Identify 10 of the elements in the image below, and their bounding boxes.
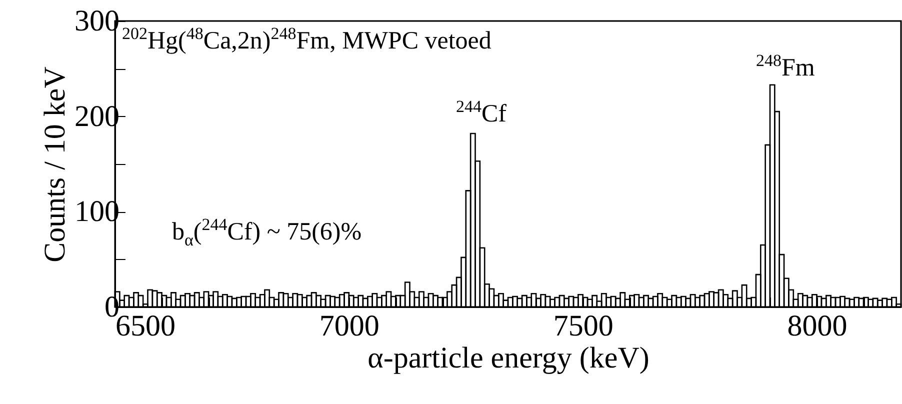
y-axis-title: Counts / 10 keV — [38, 66, 72, 262]
x-axis-title: α-particle energy (keV) — [368, 342, 650, 374]
y-tick-label: 300 — [74, 4, 120, 38]
x-tick-label: 8000 — [787, 310, 848, 342]
annotation: $^{248}$Fm — [756, 51, 815, 82]
annotation: b$_{α}$($^{244}$Cf) ~ 75(6)% — [172, 215, 362, 250]
x-tick-label: 7000 — [319, 310, 380, 342]
x-tick-label: 7500 — [553, 310, 614, 342]
annotation: $^{244}$Cf — [456, 97, 506, 128]
annotation: $^{202}$Hg($^{48}$Ca,2n)$^{248}$Fm, MWPC vetoed — [122, 24, 492, 54]
